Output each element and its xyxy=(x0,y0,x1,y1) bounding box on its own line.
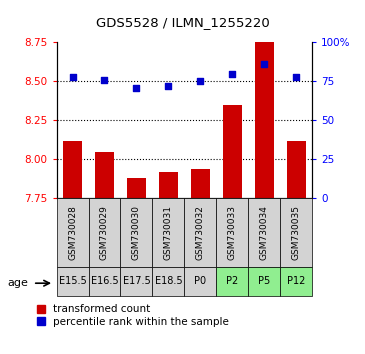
Point xyxy=(70,74,76,80)
Bar xyxy=(89,267,120,296)
Text: GSM730035: GSM730035 xyxy=(292,205,301,260)
Point xyxy=(165,83,171,89)
Bar xyxy=(57,198,89,267)
Bar xyxy=(248,198,280,267)
Text: E16.5: E16.5 xyxy=(91,276,118,286)
Point xyxy=(101,77,107,83)
Text: GSM730028: GSM730028 xyxy=(68,205,77,260)
Text: GSM730032: GSM730032 xyxy=(196,205,205,260)
Text: E18.5: E18.5 xyxy=(154,276,182,286)
Text: P2: P2 xyxy=(226,276,238,286)
Bar xyxy=(127,178,146,354)
Bar xyxy=(248,267,280,296)
Point xyxy=(197,79,203,84)
Text: GSM730031: GSM730031 xyxy=(164,205,173,260)
Bar xyxy=(223,105,242,354)
Text: E15.5: E15.5 xyxy=(59,276,87,286)
Text: E17.5: E17.5 xyxy=(123,276,150,286)
Text: P0: P0 xyxy=(194,276,206,286)
Bar xyxy=(89,198,120,267)
Text: GSM730034: GSM730034 xyxy=(260,205,269,260)
Text: GSM730029: GSM730029 xyxy=(100,205,109,260)
Legend: transformed count, percentile rank within the sample: transformed count, percentile rank withi… xyxy=(36,304,229,327)
Text: P12: P12 xyxy=(287,276,305,286)
Text: GSM730033: GSM730033 xyxy=(228,205,237,260)
Text: P5: P5 xyxy=(258,276,270,286)
Bar xyxy=(216,267,248,296)
Bar xyxy=(255,22,274,354)
Bar xyxy=(280,198,312,267)
Bar xyxy=(57,267,89,296)
Point xyxy=(261,62,267,67)
Bar xyxy=(159,172,178,354)
Text: age: age xyxy=(7,278,28,288)
Point xyxy=(229,71,235,76)
Bar xyxy=(63,141,82,354)
Bar xyxy=(184,198,216,267)
Text: GDS5528 / ILMN_1255220: GDS5528 / ILMN_1255220 xyxy=(96,16,269,29)
Bar xyxy=(120,267,153,296)
Text: GSM730030: GSM730030 xyxy=(132,205,141,260)
Point xyxy=(293,74,299,80)
Bar xyxy=(120,198,153,267)
Bar xyxy=(287,141,306,354)
Point xyxy=(134,85,139,91)
Bar xyxy=(95,152,114,354)
Bar xyxy=(184,267,216,296)
Bar xyxy=(191,169,210,354)
Bar xyxy=(153,267,184,296)
Bar xyxy=(153,198,184,267)
Bar xyxy=(216,198,248,267)
Bar xyxy=(280,267,312,296)
